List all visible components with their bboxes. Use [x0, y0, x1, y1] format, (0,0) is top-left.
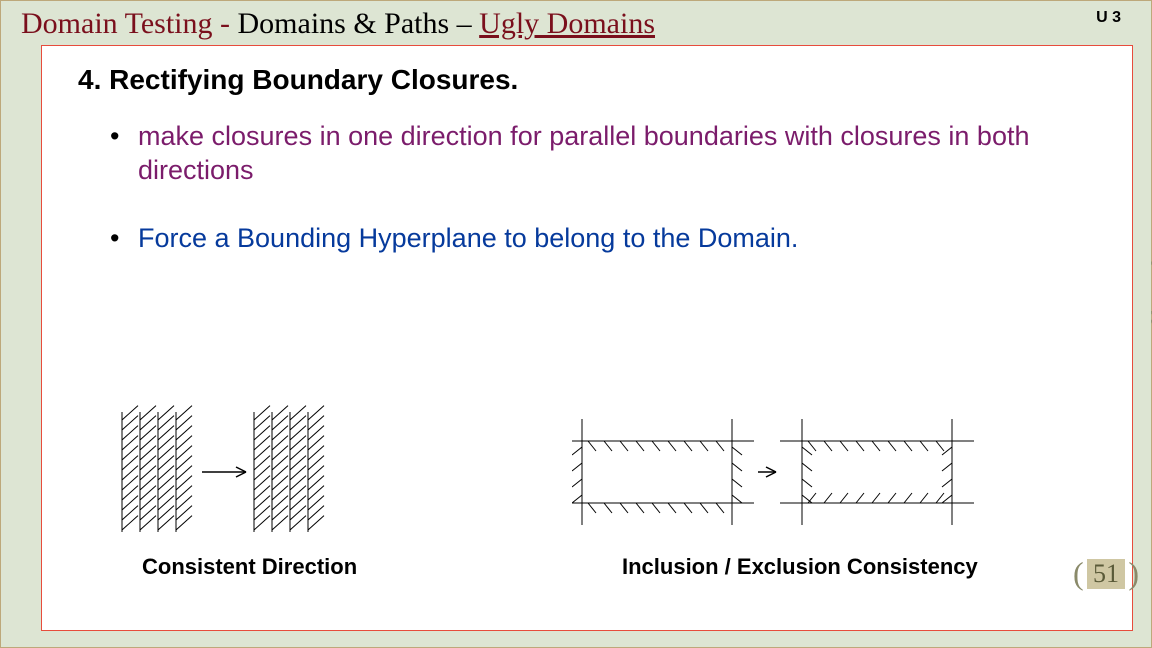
section-heading: 4. Rectifying Boundary Closures. [78, 64, 1112, 96]
bullet-item: make closures in one direction for paral… [110, 120, 1112, 188]
content-box: 4. Rectifying Boundary Closures. make cl… [41, 45, 1133, 631]
slide-title: Domain Testing - Domains & Paths – Ugly … [21, 7, 655, 41]
unit-label: U 3 [1096, 9, 1121, 27]
reference-label: ref boris beizer [1147, 211, 1152, 344]
figure-inclusion-exclusion [572, 402, 1052, 542]
bullet-item: Force a Bounding Hyperplane to belong to… [110, 222, 1112, 256]
figure-consistent-direction [112, 402, 472, 542]
page-number: 51 [1087, 559, 1125, 589]
diagram-row: Consistent Direction Inclusion / Exclusi… [112, 400, 1072, 580]
bullet-list: make closures in one direction for paral… [110, 120, 1112, 255]
caption-left: Consistent Direction [142, 554, 357, 580]
slide: Domain Testing - Domains & Paths – Ugly … [0, 0, 1152, 648]
caption-right: Inclusion / Exclusion Consistency [622, 554, 978, 580]
